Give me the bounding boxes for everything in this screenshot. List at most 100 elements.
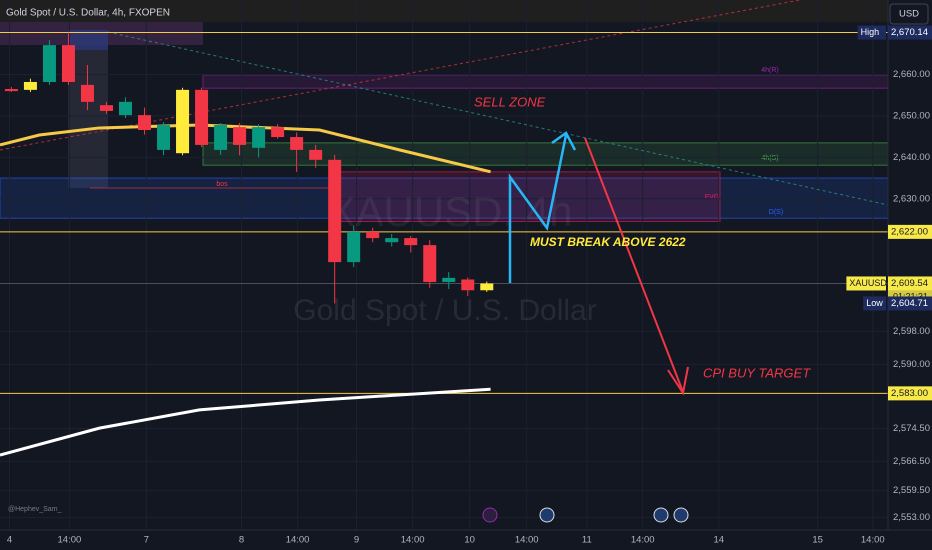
y-tick-label: 2,598.00 [893, 326, 930, 337]
y-tick-label: 2,566.50 [893, 456, 930, 467]
price-tag-label: 2,604.71 [891, 298, 928, 309]
y-tick-label: 2,640.00 [893, 152, 930, 163]
x-tick-label: 14:00 [286, 535, 310, 546]
candle-body [118, 101, 132, 116]
candle-body [404, 238, 418, 246]
zone-label: D(S) [769, 209, 783, 216]
zone [0, 177, 889, 219]
candle-body [480, 283, 494, 291]
candle-body [309, 149, 323, 160]
candle-body [271, 127, 285, 138]
price-tag-name-label: Low [866, 298, 883, 308]
candle-body [195, 89, 209, 145]
arrow-head [667, 366, 689, 396]
y-tick-label: 2,630.00 [893, 193, 930, 204]
break-note: MUST BREAK ABOVE 2622 [530, 235, 686, 249]
currency-button[interactable] [889, 3, 929, 25]
zone-label: FVG [705, 194, 719, 201]
candle-body [42, 45, 56, 82]
candle-body [176, 89, 190, 154]
candle-body [252, 127, 266, 148]
price-tag [888, 276, 932, 291]
candle-body [80, 84, 94, 102]
price-tag-name-label: XAUUSD [849, 278, 887, 288]
x-tick-label: 4 [7, 535, 12, 546]
y-tick-label: 2,650.00 [893, 110, 930, 121]
candle-body [157, 125, 171, 150]
candle-body [138, 115, 152, 131]
price-axis: 2,660.00 2,650.00 2,640.00 2,630.00 2,598.00… [7, 25, 932, 546]
price-tag-label: 2,622.00 [891, 226, 928, 237]
candle-body [4, 89, 18, 92]
red-arrow [584, 137, 684, 393]
price-tag [888, 386, 932, 401]
watermark-name: Gold Spot / U.S. Dollar [293, 294, 596, 327]
sell-zone: SELL ZONE [474, 94, 546, 109]
candle-body [99, 105, 113, 111]
x-tick-label: 7 [144, 535, 149, 546]
zone-label: 4h(S) [761, 155, 778, 162]
price-tag-name [863, 296, 886, 311]
candle-body [347, 231, 361, 263]
top-band [0, 0, 888, 22]
currency: USD [899, 9, 919, 20]
grid [0, 0, 888, 530]
candle-body [385, 238, 399, 243]
candle-body [461, 279, 475, 291]
y-tick-label: 2,590.00 [893, 359, 930, 370]
zones: 4h(R) 4h(S) D(S) FVG [0, 67, 889, 223]
x-tick-label: 14 [713, 535, 724, 546]
arrow-head [551, 131, 577, 151]
watermark-symbol: XAUUSD, 4h [327, 188, 572, 235]
x-tick-label: 14:00 [401, 535, 425, 546]
event-icon[interactable] [482, 507, 498, 523]
price-tag-name [857, 25, 886, 40]
zone [202, 142, 889, 166]
marks [0, 32, 888, 457]
header: Gold Spot / U.S. Dollar, 4h, FXOPEN [6, 8, 170, 19]
price-tag [888, 25, 932, 40]
price-tag [888, 296, 932, 311]
candle-body [328, 159, 342, 263]
candle-body [442, 277, 456, 282]
candle-body [23, 81, 37, 90]
price-tag [888, 224, 932, 239]
price-tag-name-label: High [861, 27, 880, 37]
candle-body [233, 127, 247, 145]
zone [202, 74, 889, 89]
trend-line [107, 31, 889, 206]
event-icon[interactable] [653, 507, 669, 523]
blue-path [508, 134, 568, 283]
y-tick-label: 2,660.00 [893, 69, 930, 80]
y-tick-label: 2,553.00 [893, 512, 930, 523]
x-tick-label: 14:00 [515, 535, 539, 546]
x-tick-label: 15 [812, 535, 823, 546]
zone-label: 4h(R) [761, 67, 779, 74]
price-tag-label: 2,670.14 [891, 27, 928, 38]
y-tick-label: 2,574.50 [893, 423, 930, 434]
x-tick-label: 14:00 [861, 535, 885, 546]
y-tick-label: 2,559.50 [893, 485, 930, 496]
candle-body [423, 245, 437, 282]
candle-body [366, 231, 380, 239]
x-tick-label: 14:00 [58, 535, 82, 546]
countdown-label: 01:21:31 [893, 291, 928, 301]
x-tick-label: 10 [464, 535, 475, 546]
x-tick-label: 14:00 [631, 535, 655, 546]
price-tag-label: 2,583.00 [891, 388, 928, 399]
x-tick-label: 8 [239, 535, 244, 546]
author: @Hephev_Sam_ [8, 506, 62, 513]
event-icon[interactable] [673, 507, 689, 523]
price-tag-name [846, 276, 886, 291]
x-tick-label: 9 [354, 535, 359, 546]
candle-body [61, 45, 75, 82]
price-tag-label: 2,609.54 [891, 278, 928, 289]
bos-label: bos [216, 181, 228, 188]
shade-box-top [68, 30, 108, 50]
x-tick-label: 11 [582, 535, 592, 546]
target-note: CPI BUY TARGET [703, 365, 811, 380]
event-icon[interactable] [539, 507, 555, 523]
candle-body [290, 137, 304, 150]
